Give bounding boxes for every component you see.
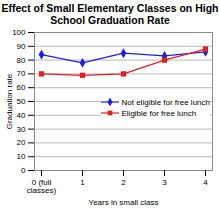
- svg-text:20: 20: [17, 138, 26, 147]
- svg-text:Years in small class: Years in small class: [89, 198, 159, 207]
- svg-text:70: 70: [17, 69, 26, 78]
- html-text:Effect of Small Elementary Cla: Effect of Small Elementary Classes on Hi…: [1, 2, 219, 26]
- html-text:Not eligible for free lunch: Not eligible for free lunch: [121, 97, 210, 107]
- svg-text:50: 50: [17, 97, 26, 106]
- svg-text:80: 80: [17, 56, 26, 65]
- svg-text:10: 10: [17, 152, 26, 161]
- svg-text:30: 30: [17, 125, 26, 134]
- svg-text:0 (fullclasses): 0 (fullclasses): [27, 178, 57, 195]
- svg-text:100: 100: [12, 28, 26, 37]
- svg-text:2: 2: [121, 178, 126, 187]
- svg-text:1: 1: [80, 178, 85, 187]
- svg-text:60: 60: [17, 83, 26, 92]
- svg-text:4: 4: [203, 178, 208, 187]
- svg-text:90: 90: [17, 42, 26, 51]
- svg-text:Graduation rate: Graduation rate: [5, 73, 14, 129]
- svg-text:0: 0: [21, 166, 26, 175]
- svg-text:40: 40: [17, 111, 26, 120]
- svg-text:3: 3: [162, 178, 167, 187]
- html-text:Eligible for free lunch: Eligible for free lunch: [121, 108, 197, 118]
